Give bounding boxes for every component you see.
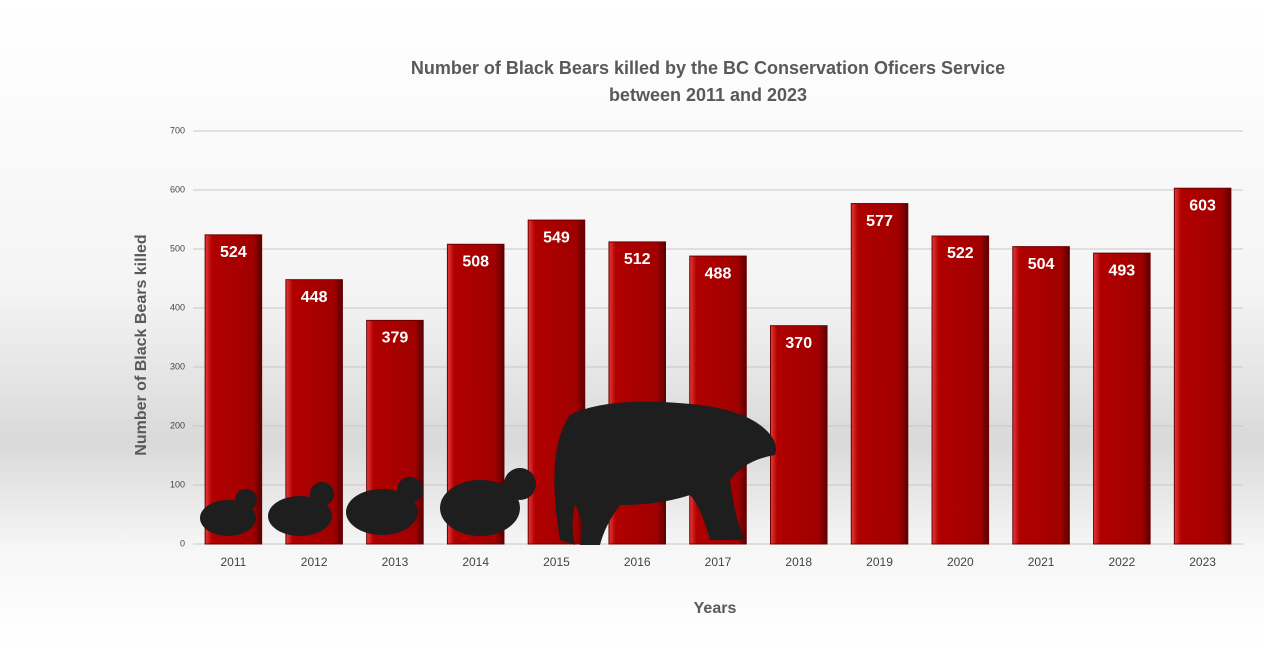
data-label: 577 xyxy=(866,213,893,230)
x-tick-label: 2011 xyxy=(220,555,246,569)
data-label: 493 xyxy=(1108,262,1135,279)
chart-title: Number of Black Bears killed by the BC C… xyxy=(411,58,1005,78)
bar xyxy=(1173,187,1232,545)
x-tick-label: 2020 xyxy=(947,555,974,569)
bar xyxy=(1012,246,1070,545)
x-tick-label: 2021 xyxy=(1028,555,1055,569)
bear-silhouettes xyxy=(200,401,776,545)
data-label: 603 xyxy=(1189,197,1216,214)
data-label: 549 xyxy=(543,229,570,246)
y-tick-label: 500 xyxy=(170,243,185,253)
x-tick-label: 2015 xyxy=(543,555,570,569)
bar xyxy=(931,235,990,545)
x-tick-label: 2018 xyxy=(785,555,812,569)
x-tick-label: 2013 xyxy=(382,555,409,569)
bar xyxy=(770,325,828,545)
data-label: 448 xyxy=(301,289,328,306)
x-tick-label: 2019 xyxy=(866,555,893,569)
x-tick-label: 2017 xyxy=(705,555,732,569)
data-label: 370 xyxy=(785,335,812,352)
x-tick-label: 2012 xyxy=(301,555,328,569)
chart-title: between 2011 and 2023 xyxy=(609,85,807,105)
data-label: 524 xyxy=(220,244,247,261)
y-tick-label: 600 xyxy=(170,184,185,194)
y-tick-label: 200 xyxy=(170,420,185,430)
x-tick-label: 2022 xyxy=(1108,555,1135,569)
data-label: 504 xyxy=(1028,256,1055,273)
x-axis-title: Years xyxy=(694,600,737,617)
data-label: 512 xyxy=(624,251,651,268)
y-tick-label: 300 xyxy=(170,361,185,371)
data-label: 488 xyxy=(705,265,732,282)
data-label: 522 xyxy=(947,245,974,262)
y-tick-label: 400 xyxy=(170,302,185,312)
data-label: 379 xyxy=(382,330,409,347)
y-tick-label: 700 xyxy=(170,125,185,135)
x-tick-label: 2014 xyxy=(462,555,489,569)
bar xyxy=(850,203,909,545)
bar xyxy=(1093,252,1151,545)
x-tick-label: 2016 xyxy=(624,555,651,569)
data-label: 508 xyxy=(462,253,489,270)
y-tick-label: 0 xyxy=(180,538,185,548)
y-tick-label: 100 xyxy=(170,479,185,489)
y-axis-title: Number of Black Bears killed xyxy=(133,234,150,455)
x-tick-label: 2023 xyxy=(1189,555,1216,569)
